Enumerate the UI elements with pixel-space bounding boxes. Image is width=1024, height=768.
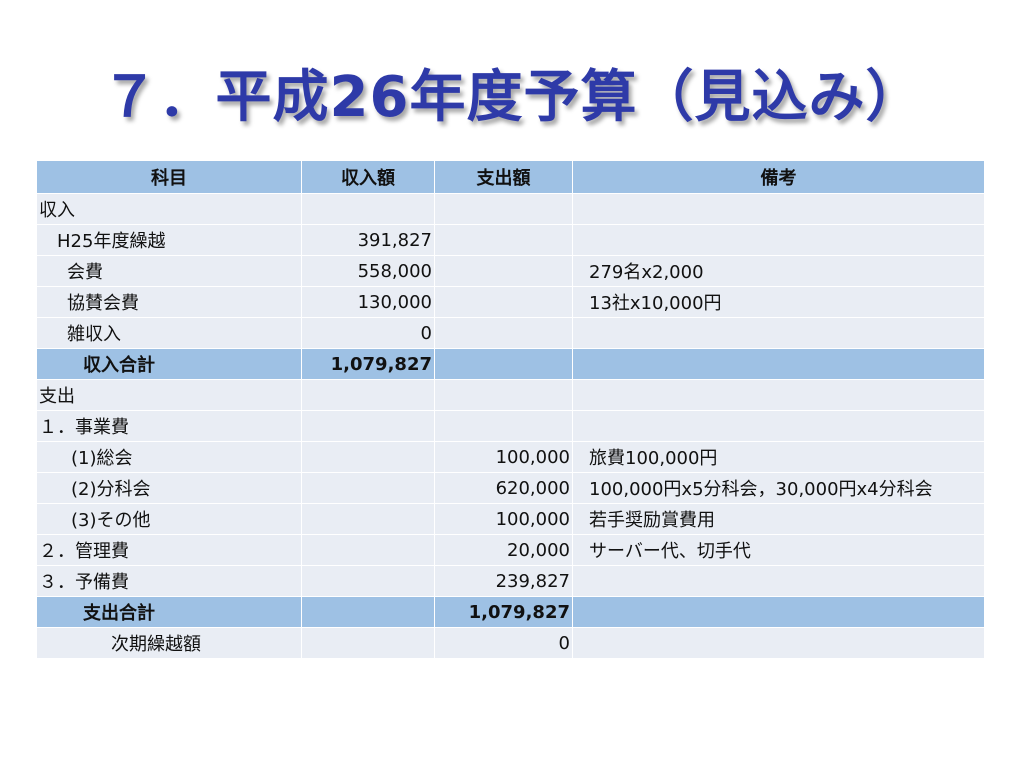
table-row: ２．管理費 20,000 サーバー代、切手代 [36, 534, 985, 566]
row-item: 次期繰越額 [36, 627, 302, 659]
header-note: 備考 [572, 160, 985, 194]
expense-total-row: 支出合計 1,079,827 [36, 596, 985, 628]
table-row: 協賛会費 130,000 13社x10,000円 [36, 286, 985, 318]
table-row: H25年度繰越 391,827 [36, 224, 985, 256]
row-income [301, 379, 435, 411]
row-note [572, 627, 985, 659]
row-item: ３．予備費 [36, 565, 302, 597]
row-expense [434, 286, 573, 318]
slide-title: ７．平成26年度予算（見込み） [101, 65, 923, 130]
row-expense: 20,000 [434, 534, 573, 566]
income-total-row: 収入合計 1,079,827 [36, 348, 985, 380]
table-row: 支出 [36, 379, 985, 411]
header-item: 科目 [36, 160, 302, 194]
row-expense [434, 348, 573, 380]
row-item: 収入 [36, 193, 302, 225]
row-income: 558,000 [301, 255, 435, 287]
row-item: 支出合計 [36, 596, 302, 628]
table-row: 次期繰越額 0 [36, 627, 985, 659]
row-item: (1)総会 [36, 441, 302, 473]
row-note: 279名x2,000 [572, 255, 985, 287]
row-note [572, 379, 985, 411]
row-expense [434, 379, 573, 411]
row-income: 391,827 [301, 224, 435, 256]
row-expense [434, 410, 573, 442]
row-note: 旅費100,000円 [572, 441, 985, 473]
row-note: 若手奨励賞費用 [572, 503, 985, 535]
row-note: 13社x10,000円 [572, 286, 985, 318]
row-income [301, 534, 435, 566]
header-income: 収入額 [301, 160, 435, 194]
table-row: 会費 558,000 279名x2,000 [36, 255, 985, 287]
row-item: 支出 [36, 379, 302, 411]
row-expense: 1,079,827 [434, 596, 573, 628]
table-row: １．事業費 [36, 410, 985, 442]
row-expense [434, 224, 573, 256]
row-expense: 100,000 [434, 441, 573, 473]
budget-table: 科目 収入額 支出額 備考 収入 H25年度繰越 391,827 会費 558,… [36, 160, 985, 659]
row-note [572, 348, 985, 380]
row-expense: 239,827 [434, 565, 573, 597]
table-header-row: 科目 収入額 支出額 備考 [36, 160, 985, 194]
table-row: 雑収入 0 [36, 317, 985, 349]
row-expense [434, 255, 573, 287]
header-expense: 支出額 [434, 160, 573, 194]
table-row: (1)総会 100,000 旅費100,000円 [36, 441, 985, 473]
row-item: 収入合計 [36, 348, 302, 380]
row-income [301, 472, 435, 504]
row-item: ２．管理費 [36, 534, 302, 566]
row-income [301, 565, 435, 597]
row-item: (3)その他 [36, 503, 302, 535]
table-row: ３．予備費 239,827 [36, 565, 985, 597]
row-expense [434, 193, 573, 225]
row-item: １．事業費 [36, 410, 302, 442]
row-income [301, 441, 435, 473]
row-income [301, 627, 435, 659]
row-expense [434, 317, 573, 349]
row-item: 協賛会費 [36, 286, 302, 318]
row-expense: 620,000 [434, 472, 573, 504]
row-expense: 100,000 [434, 503, 573, 535]
table-row: (3)その他 100,000 若手奨励賞費用 [36, 503, 985, 535]
row-note [572, 596, 985, 628]
row-note [572, 317, 985, 349]
row-item: H25年度繰越 [36, 224, 302, 256]
row-income [301, 193, 435, 225]
row-income [301, 596, 435, 628]
row-note: サーバー代、切手代 [572, 534, 985, 566]
row-note [572, 565, 985, 597]
row-income [301, 503, 435, 535]
row-note [572, 193, 985, 225]
table-row: (2)分科会 620,000 100,000円x5分科会，30,000円x4分科… [36, 472, 985, 504]
row-note: 100,000円x5分科会，30,000円x4分科会 [572, 472, 985, 504]
row-income [301, 410, 435, 442]
row-item: 会費 [36, 255, 302, 287]
row-item: (2)分科会 [36, 472, 302, 504]
table-row: 収入 [36, 193, 985, 225]
row-income: 130,000 [301, 286, 435, 318]
row-income: 1,079,827 [301, 348, 435, 380]
row-income: 0 [301, 317, 435, 349]
row-expense: 0 [434, 627, 573, 659]
row-note [572, 410, 985, 442]
row-note [572, 224, 985, 256]
row-item: 雑収入 [36, 317, 302, 349]
